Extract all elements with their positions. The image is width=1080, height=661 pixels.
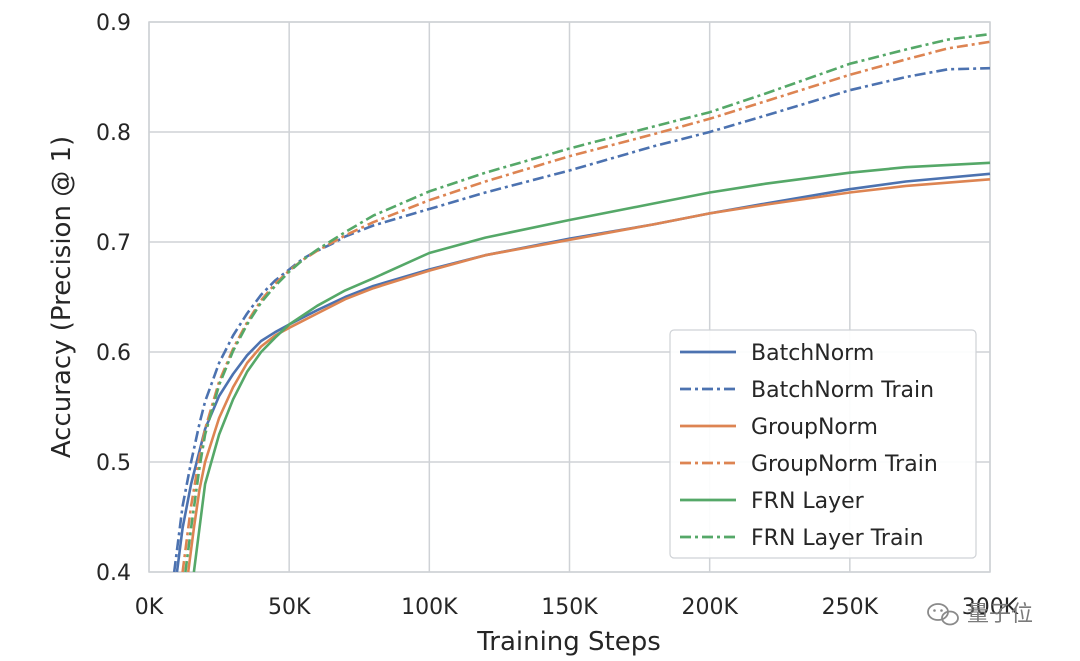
watermark: 量子位	[927, 602, 1033, 627]
legend: BatchNorm BatchNorm Train GroupNorm GroupNo…	[669, 329, 977, 559]
y-tick-label: 0.6	[96, 341, 131, 366]
y-tick-label: 0.8	[96, 121, 131, 146]
y-axis-ticks: 0.4 0.5 0.6 0.7 0.8 0.9	[96, 11, 131, 586]
legend-box	[669, 329, 977, 559]
y-tick-label: 0.9	[96, 11, 131, 36]
series-line-frn-layer-train	[184, 32, 991, 573]
watermark-text: 量子位	[967, 602, 1033, 627]
x-tick-label: 250K	[822, 595, 879, 620]
series-line-groupnorm	[186, 178, 991, 573]
legend-label: FRN Layer	[751, 489, 865, 514]
x-tick-label: 300K	[962, 595, 1019, 620]
legend-label: FRN Layer Train	[751, 526, 924, 551]
x-axis-label: Training Steps	[476, 627, 661, 657]
x-tick-label: 150K	[541, 595, 598, 620]
x-tick-label: 100K	[401, 595, 458, 620]
y-tick-label: 0.5	[96, 451, 131, 476]
legend-label: GroupNorm Train	[751, 452, 938, 477]
x-axis-ticks: 0K 50K 100K 150K 200K 250K 300K	[135, 595, 1019, 620]
series-lines	[172, 32, 991, 573]
y-axis-label: Accuracy (Precision @ 1)	[47, 136, 77, 458]
x-tick-label: 200K	[681, 595, 738, 620]
y-tick-label: 0.7	[96, 231, 131, 256]
series-line-frn-layer	[192, 161, 991, 573]
legend-label: BatchNorm Train	[751, 378, 934, 403]
x-tick-label: 50K	[268, 595, 311, 620]
legend-label: GroupNorm	[751, 415, 878, 440]
x-tick-label: 0K	[135, 595, 164, 620]
y-tick-label: 0.4	[96, 561, 131, 586]
legend-label: BatchNorm	[751, 341, 874, 366]
series-line-groupnorm-train	[181, 40, 991, 573]
wechat-icon	[927, 603, 959, 626]
